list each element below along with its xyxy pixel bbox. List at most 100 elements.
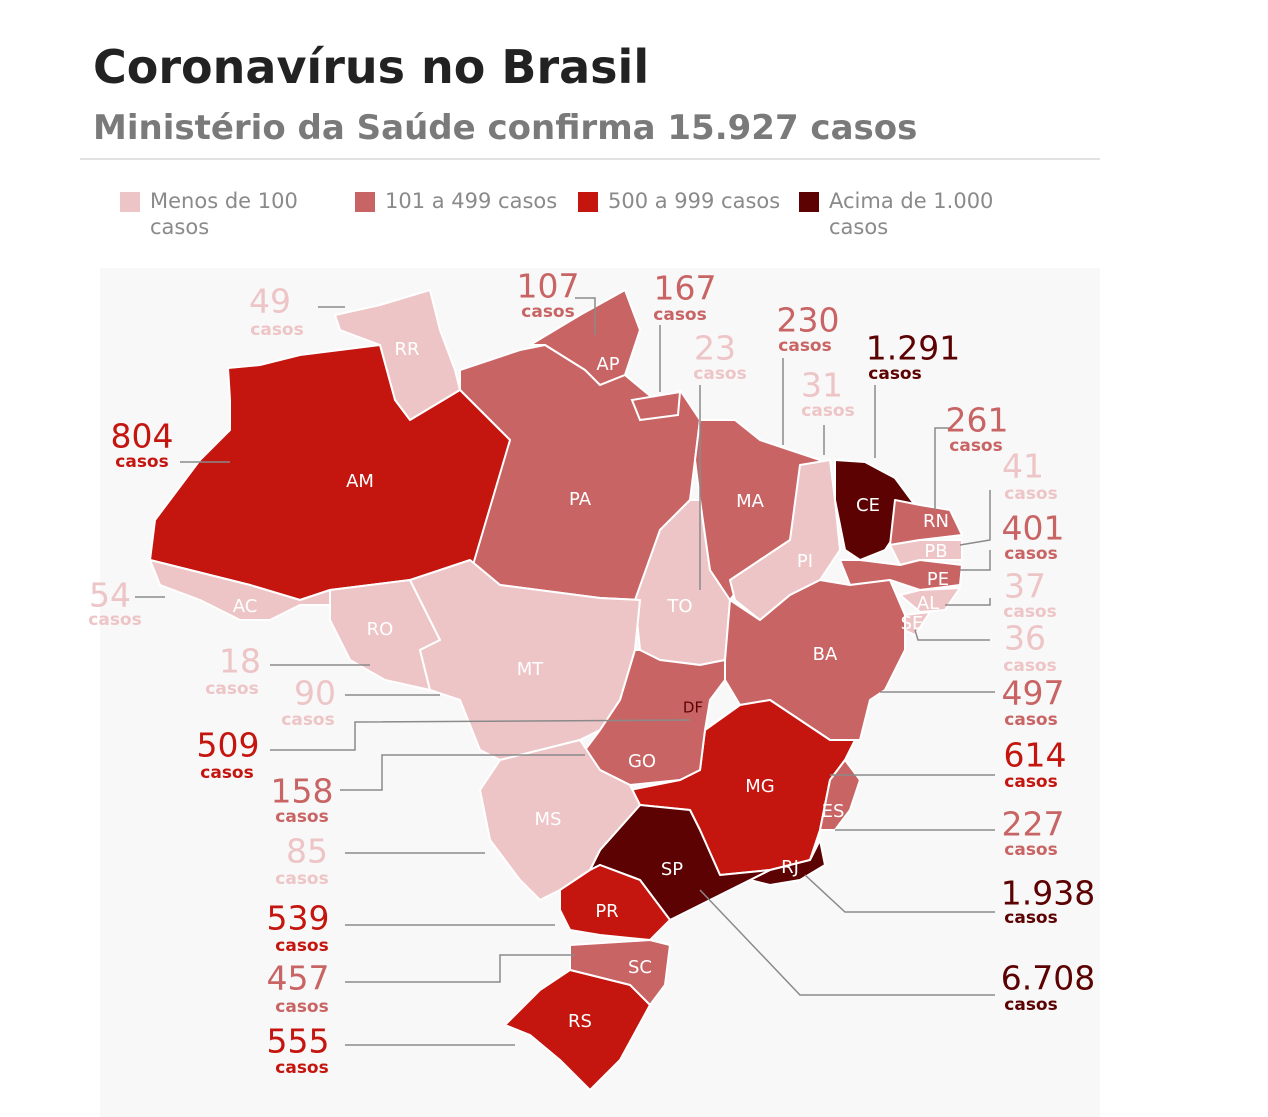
labels: RR49casosAP107casosPA167casosTO23casosMA… xyxy=(88,267,1095,1079)
leader-line xyxy=(960,550,991,571)
state-abbr: MT xyxy=(517,659,545,680)
state-regions xyxy=(149,289,963,1091)
case-count: 90 xyxy=(294,674,336,713)
title: Coronavírus no Brasil xyxy=(93,40,650,94)
case-count: 614 xyxy=(1004,736,1067,775)
leader-line xyxy=(699,889,995,996)
state-region xyxy=(149,559,331,621)
case-unit: casos xyxy=(250,320,303,340)
case-count: 539 xyxy=(267,899,330,938)
state-region xyxy=(749,839,826,886)
legend-label: 101 a 499 casos xyxy=(385,189,558,213)
case-count: 1.938 xyxy=(1001,874,1095,913)
state-abbr: CE xyxy=(856,495,880,516)
state-abbr: RJ xyxy=(781,857,799,878)
case-count: 401 xyxy=(1002,509,1065,548)
case-unit: casos xyxy=(1003,656,1056,676)
state-region xyxy=(899,587,961,613)
state-region xyxy=(819,759,861,831)
subtitle: Ministério da Saúde confirma 15.927 caso… xyxy=(93,108,918,148)
case-count: 107 xyxy=(517,267,580,306)
case-unit: casos xyxy=(115,452,168,472)
case-count: 457 xyxy=(267,959,330,998)
case-count: 85 xyxy=(286,832,328,871)
leader-line xyxy=(345,954,575,983)
legend-swatch xyxy=(120,192,140,212)
legend-item: Acima de 1.000 casos xyxy=(799,188,1004,240)
state-abbr: GO xyxy=(628,751,656,772)
legend-item: 101 a 499 casos xyxy=(355,188,560,214)
state-abbr: PI xyxy=(797,551,813,572)
leader-line xyxy=(270,719,691,751)
state-abbr: PR xyxy=(595,901,618,922)
leader-line xyxy=(914,629,990,641)
state-abbr: RN xyxy=(923,511,949,532)
case-count: 227 xyxy=(1002,805,1065,844)
case-unit: casos xyxy=(868,364,921,384)
case-count: 261 xyxy=(946,401,1009,440)
case-unit: casos xyxy=(1004,544,1057,564)
leader-line xyxy=(934,427,950,510)
state-abbr: AP xyxy=(596,354,619,375)
case-count: 509 xyxy=(197,726,260,765)
case-count: 230 xyxy=(777,301,840,340)
leader-line xyxy=(575,297,596,335)
state-abbr: TO xyxy=(666,596,692,617)
legend-item: 500 a 999 casos xyxy=(578,188,783,214)
state-abbr: SP xyxy=(661,859,683,880)
state-abbr: PB xyxy=(924,541,947,562)
case-count: 1.291 xyxy=(866,329,960,368)
leader-line xyxy=(945,598,991,606)
divider xyxy=(80,158,1100,160)
case-unit: casos xyxy=(275,1058,328,1078)
case-count: 31 xyxy=(801,366,843,405)
state-abbr: SC xyxy=(628,957,652,978)
case-count: 23 xyxy=(694,329,736,368)
state-abbr: MG xyxy=(745,776,774,797)
case-unit: casos xyxy=(200,763,253,783)
case-unit: casos xyxy=(281,710,334,730)
state-region xyxy=(559,864,671,941)
case-unit: casos xyxy=(1004,710,1057,730)
leader-line xyxy=(804,874,995,913)
state-abbr: AC xyxy=(233,596,258,617)
case-count: 497 xyxy=(1002,674,1065,713)
case-count: 167 xyxy=(654,269,717,308)
case-unit: casos xyxy=(1004,840,1057,860)
state-abbr: SE xyxy=(901,613,924,634)
case-count: 158 xyxy=(271,772,334,811)
case-count: 36 xyxy=(1004,619,1046,658)
case-count: 54 xyxy=(89,576,131,615)
case-unit: casos xyxy=(1004,995,1057,1015)
case-unit: casos xyxy=(275,997,328,1017)
state-abbr: BA xyxy=(813,644,838,665)
case-unit: casos xyxy=(88,610,141,630)
legend-label: 500 a 999 casos xyxy=(608,189,781,213)
state-region xyxy=(630,390,682,422)
legend-label: Acima de 1.000 casos xyxy=(829,189,994,239)
case-unit: casos xyxy=(205,679,258,699)
state-abbr: RO xyxy=(367,619,394,640)
state-abbr: RS xyxy=(568,1011,592,1032)
case-unit: casos xyxy=(949,436,1002,456)
legend-swatch xyxy=(578,192,598,212)
state-abbr: MA xyxy=(736,491,765,512)
state-abbr: MS xyxy=(535,809,562,830)
case-unit: casos xyxy=(521,302,574,322)
state-abbr: PE xyxy=(927,569,949,590)
case-unit: casos xyxy=(653,305,706,325)
case-count: 6.708 xyxy=(1001,959,1095,998)
case-unit: casos xyxy=(275,869,328,889)
case-count: 804 xyxy=(111,417,174,456)
case-count: 37 xyxy=(1004,567,1046,606)
state-region xyxy=(504,969,651,1091)
case-unit: casos xyxy=(778,336,831,356)
state-abbr: DF xyxy=(683,699,703,717)
case-unit: casos xyxy=(275,936,328,956)
case-unit: casos xyxy=(1004,772,1057,792)
state-region xyxy=(584,649,726,786)
legend-label: Menos de 100 casos xyxy=(150,189,298,239)
state-abbr: PA xyxy=(569,489,592,510)
